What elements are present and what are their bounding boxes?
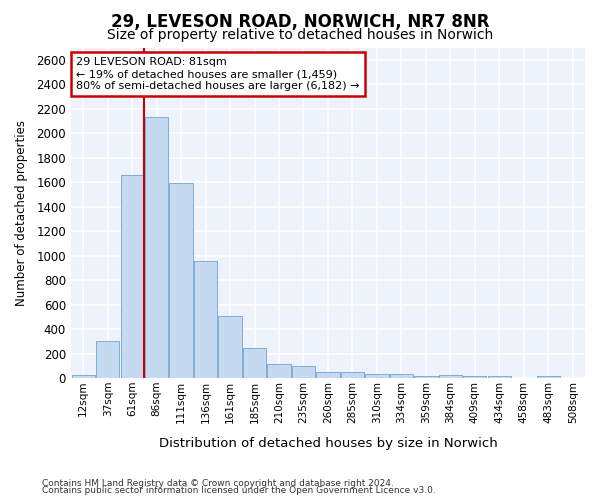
Bar bbox=[169, 184, 193, 378]
Bar bbox=[218, 316, 242, 378]
X-axis label: Distribution of detached houses by size in Norwich: Distribution of detached houses by size … bbox=[158, 437, 497, 450]
Bar bbox=[365, 374, 389, 378]
Bar bbox=[341, 372, 364, 378]
Bar bbox=[439, 375, 462, 378]
Bar bbox=[145, 118, 168, 378]
Bar bbox=[536, 376, 560, 378]
Bar bbox=[96, 342, 119, 378]
Text: 29 LEVESON ROAD: 81sqm
← 19% of detached houses are smaller (1,459)
80% of semi-: 29 LEVESON ROAD: 81sqm ← 19% of detached… bbox=[76, 58, 359, 90]
Text: Size of property relative to detached houses in Norwich: Size of property relative to detached ho… bbox=[107, 28, 493, 42]
Bar bbox=[243, 348, 266, 378]
Text: Contains public sector information licensed under the Open Government Licence v3: Contains public sector information licen… bbox=[42, 486, 436, 495]
Bar bbox=[316, 372, 340, 378]
Bar bbox=[414, 376, 437, 378]
Y-axis label: Number of detached properties: Number of detached properties bbox=[15, 120, 28, 306]
Bar bbox=[390, 374, 413, 378]
Bar bbox=[121, 175, 144, 378]
Bar bbox=[488, 376, 511, 378]
Bar bbox=[463, 376, 487, 378]
Bar bbox=[292, 366, 315, 378]
Text: 29, LEVESON ROAD, NORWICH, NR7 8NR: 29, LEVESON ROAD, NORWICH, NR7 8NR bbox=[111, 12, 489, 30]
Bar bbox=[194, 260, 217, 378]
Bar bbox=[268, 364, 290, 378]
Bar bbox=[71, 375, 95, 378]
Text: Contains HM Land Registry data © Crown copyright and database right 2024.: Contains HM Land Registry data © Crown c… bbox=[42, 478, 394, 488]
